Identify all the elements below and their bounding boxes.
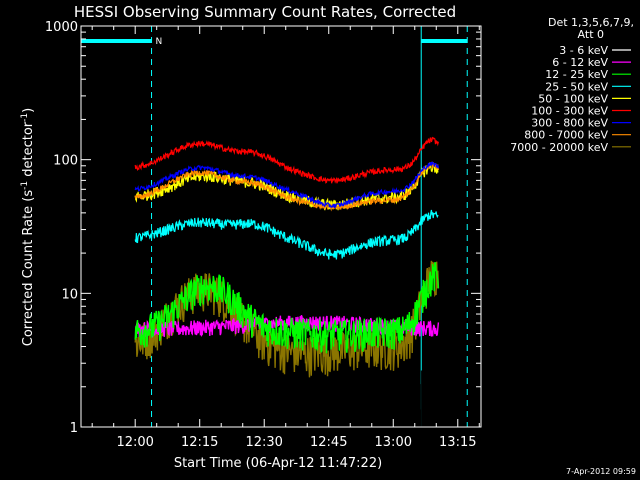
x-axis: 12:00 12:15 12:30 12:45 13:00 13:15 [91, 26, 480, 450]
y-axis-label-end: ) [21, 108, 36, 113]
y-axis-label: Corrected Count Rate (s-1 detector-1) [20, 108, 36, 346]
plot-timestamp: 7-Apr-2012 09:59 [566, 467, 636, 476]
plot-area: N [80, 26, 468, 427]
series-3-6-kev [156, 336, 427, 427]
series-300-800-kev [134, 161, 439, 209]
legend-label: 6 - 12 keV [552, 56, 608, 69]
series-100-300-kev [134, 136, 439, 184]
legend-label: 800 - 7000 keV [524, 129, 608, 142]
x-axis-label: Start Time (06-Apr-12 11:47:22) [174, 456, 382, 471]
legend-label: 100 - 300 keV [531, 105, 608, 118]
series-50-100-kev [134, 162, 439, 211]
x-tick-label: 13:15 [439, 435, 476, 450]
y-axis: 1 10 100 1000 [45, 20, 481, 436]
series-12-25-kev [134, 262, 440, 354]
y-axis-label-sup1: -1 [20, 181, 30, 190]
y-tick-label: 1 [70, 421, 78, 436]
legend-label: 300 - 800 keV [531, 117, 608, 130]
x-tick-label: 12:30 [245, 435, 282, 450]
x-tick-label: 12:00 [116, 435, 153, 450]
legend-header-line-2: Att 0 [578, 28, 604, 41]
x-tick-label: 12:15 [181, 435, 218, 450]
y-axis-label-mid: detector [21, 121, 36, 181]
legend-label: 12 - 25 keV [545, 68, 608, 81]
x-tick-label: 13:00 [375, 435, 412, 450]
legend-header-line-1: Det 1,3,5,6,7,9, [548, 16, 634, 29]
legend-label: 7000 - 20000 keV [510, 141, 608, 154]
y-tick-label: 1000 [45, 20, 78, 35]
y-axis-label-sup2: -1 [20, 113, 30, 122]
y-axis-label-main: Corrected Count Rate (s [21, 190, 36, 347]
y-tick-label: 10 [61, 287, 78, 302]
series-25-50-kev [134, 209, 439, 260]
flag-label: N [156, 37, 163, 47]
legend-label: 25 - 50 keV [545, 80, 608, 93]
x-tick-label: 12:45 [310, 435, 347, 450]
chart-title: HESSI Observing Summary Count Rates, Cor… [74, 3, 456, 21]
legend-label: 50 - 100 keV [538, 92, 608, 105]
legend-label: 3 - 6 keV [559, 44, 608, 57]
series-7000-20000-kev [134, 260, 440, 378]
y-tick-label: 100 [53, 154, 78, 169]
plot-frame [80, 25, 482, 428]
series-800-7000-kev [134, 161, 439, 212]
